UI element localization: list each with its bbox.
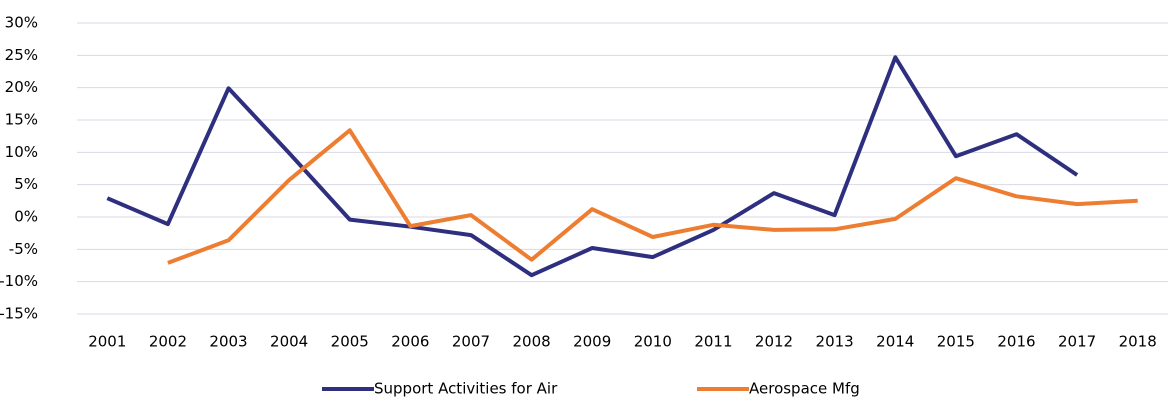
y-tick-label: -10%	[0, 272, 38, 290]
y-tick-label: 0%	[14, 208, 38, 226]
y-tick-label: -15%	[0, 305, 38, 323]
x-tick-label: 2012	[755, 333, 793, 351]
y-tick-label: 15%	[5, 111, 38, 129]
series-line	[106, 55, 1079, 278]
x-tick-label: 2009	[573, 333, 611, 351]
x-tick-label: 2016	[997, 333, 1035, 351]
y-tick-label: 10%	[5, 143, 38, 161]
y-tick-label: 20%	[5, 78, 38, 96]
x-tick-label: 2002	[149, 333, 187, 351]
x-tick-label: 2001	[88, 333, 126, 351]
series-line	[167, 128, 1138, 265]
legend-label: Support Activities for Air	[374, 380, 558, 398]
y-tick-label: 5%	[14, 175, 38, 193]
x-tick-label: 2014	[876, 333, 914, 351]
x-tick-label: 2008	[512, 333, 550, 351]
legend-label: Aerospace Mfg	[749, 380, 860, 398]
x-tick-label: 2010	[634, 333, 672, 351]
x-tick-label: 2003	[209, 333, 247, 351]
y-tick-label: 30%	[5, 14, 38, 32]
x-tick-label: 2018	[1119, 333, 1157, 351]
x-tick-label: 2015	[937, 333, 975, 351]
x-tick-label: 2007	[452, 333, 490, 351]
x-tick-label: 2006	[391, 333, 429, 351]
x-tick-label: 2013	[816, 333, 854, 351]
x-tick-label: 2011	[694, 333, 732, 351]
x-tick-label: 2017	[1058, 333, 1096, 351]
x-tick-label: 2004	[270, 333, 308, 351]
y-tick-label: 25%	[5, 46, 38, 64]
y-tick-label: -5%	[9, 240, 38, 258]
x-tick-label: 2005	[331, 333, 369, 351]
